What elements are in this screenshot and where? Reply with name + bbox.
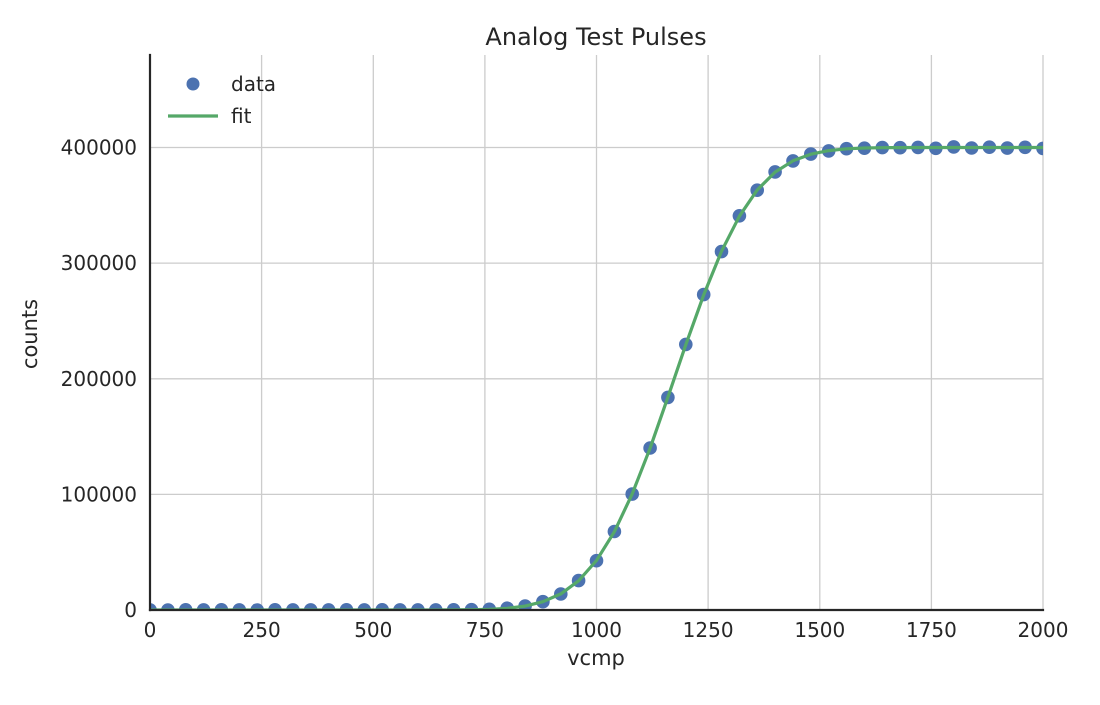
data-point <box>250 603 264 610</box>
legend: data fit <box>168 72 276 128</box>
data-point <box>161 603 175 610</box>
x-axis-label: vcmp <box>567 646 625 670</box>
y-axis-label: counts <box>18 299 42 369</box>
data-point <box>446 603 461 610</box>
y-tick-label: 400000 <box>61 136 137 160</box>
fit-line <box>150 145 1043 610</box>
gridlines <box>149 55 1044 611</box>
y-tick-label: 300000 <box>61 251 137 275</box>
legend-label-fit: fit <box>231 104 252 128</box>
x-tick-label: 750 <box>466 618 504 642</box>
x-tick-label: 1250 <box>683 618 734 642</box>
data-point <box>393 603 407 610</box>
x-tick-label: 1750 <box>906 618 957 642</box>
data-point <box>232 603 247 610</box>
x-tick-label: 500 <box>354 618 392 642</box>
data-point <box>286 603 300 610</box>
x-tick-label: 1000 <box>571 618 622 642</box>
data-point <box>375 603 389 610</box>
data-point <box>178 603 193 610</box>
axes-spines <box>148 53 1045 612</box>
data-point <box>411 603 425 610</box>
x-tick-label: 2000 <box>1018 618 1069 642</box>
legend-marker-data-icon <box>186 77 200 91</box>
data-point <box>357 603 372 610</box>
data-point <box>303 603 318 610</box>
x-tick-label: 0 <box>144 618 157 642</box>
y-tick-label: 200000 <box>61 367 137 391</box>
chart-title: Analog Test Pulses <box>485 23 706 51</box>
data-point <box>429 603 443 610</box>
plot-series <box>150 140 1043 610</box>
data-point <box>321 603 336 610</box>
data-point <box>339 603 354 610</box>
data-point <box>196 603 211 610</box>
y-tick-label: 0 <box>124 598 137 622</box>
x-tick-label: 250 <box>243 618 281 642</box>
data-point <box>214 603 229 610</box>
data-point <box>268 603 282 610</box>
legend-label-data: data <box>231 72 276 96</box>
x-tick-label: 1500 <box>794 618 845 642</box>
data-point <box>150 603 157 610</box>
y-tick-label: 100000 <box>61 482 137 506</box>
tick-labels: 0 250 500 750 1000 1250 1500 1750 2000 0 100000 200… <box>61 136 1069 643</box>
